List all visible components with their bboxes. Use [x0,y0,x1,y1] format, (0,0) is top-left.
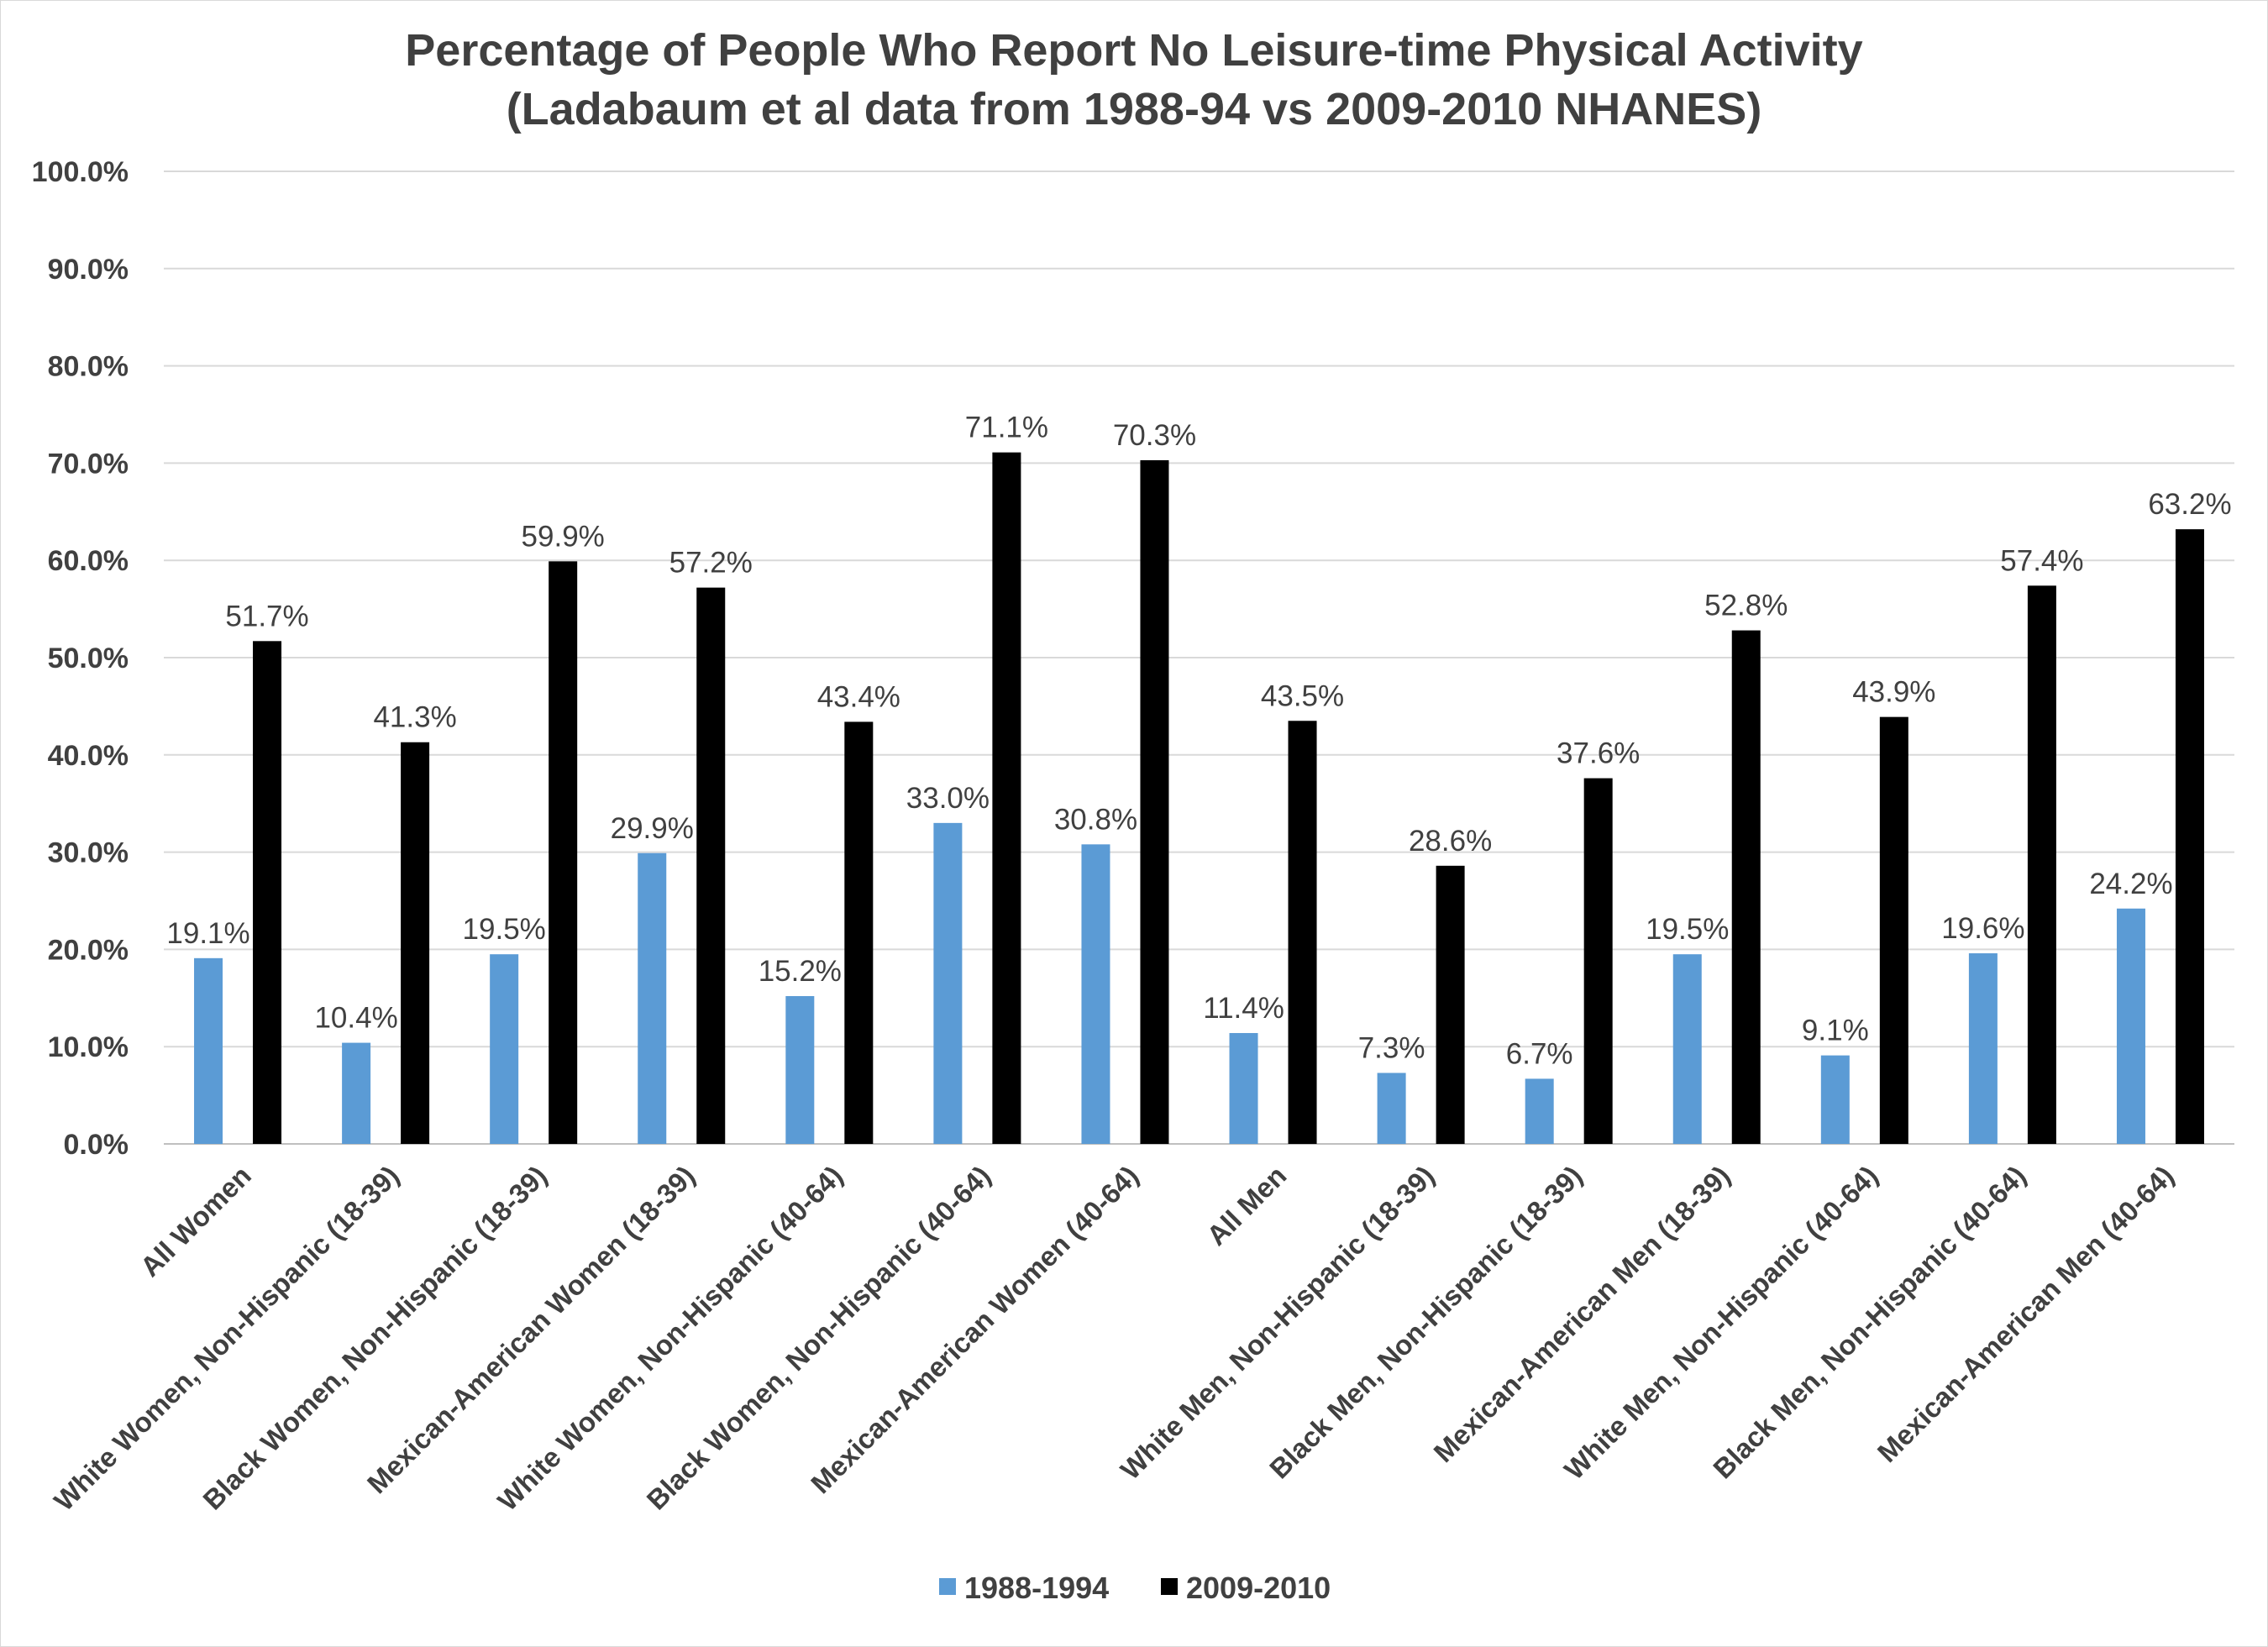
data-label: 71.1% [965,412,1048,444]
data-label: 19.1% [166,917,249,950]
data-label: 24.2% [2089,868,2172,900]
legend-label: 1988-1994 [964,1571,1109,1605]
gridlines [164,170,2234,1145]
bar-1988-1994 [342,1042,371,1144]
bar-1988-1994 [933,822,963,1144]
legend-swatch [1161,1578,1178,1595]
category-label: Mexican-American Women (18-39) [361,1160,701,1499]
bar-2009-2010 [1288,721,1317,1144]
data-label: 57.2% [669,547,753,580]
bar-1988-1994 [1820,1055,1850,1144]
bar-1988-1994 [1525,1078,1554,1144]
bar-1988-1994 [194,957,223,1144]
data-label: 30.8% [1054,803,1137,836]
legend: 1988-1994 2009-2010 [939,1571,1331,1605]
category-label: White Men, Non-Hispanic (18-39) [1115,1160,1441,1486]
bar-1988-1994 [1672,954,1702,1144]
bar-1988-1994 [490,954,519,1144]
data-label: 43.4% [817,680,900,713]
data-label: 70.3% [1113,419,1196,452]
y-tick-label: 70.0% [48,448,129,480]
bar-2009-2010 [1879,716,1908,1144]
data-label: 9.1% [1802,1015,1869,1047]
y-tick-label: 50.0% [48,643,129,674]
category-label: Black Men, Non-Hispanic (40-64) [1707,1160,2032,1485]
category-label: Black Women, Non-Hispanic (40-64) [641,1160,997,1516]
category-label: All Women [134,1160,257,1282]
legend-label: 2009-2010 [1186,1571,1331,1605]
y-tick-label: 90.0% [48,254,129,286]
y-tick-label: 0.0% [64,1129,129,1161]
data-label: 15.2% [759,955,842,988]
bar-2009-2010 [2175,529,2204,1144]
bar-2009-2010 [1583,778,1613,1144]
chart-subtitle: (Ladabaum et al data from 1988-94 vs 200… [507,84,1762,134]
y-tick-label: 10.0% [48,1031,129,1063]
data-label: 57.4% [2000,544,2083,577]
data-label: 63.2% [2148,488,2231,521]
bar-2009-2010 [549,561,578,1144]
data-label: 52.8% [1704,590,1788,622]
bar-1988-1994 [1229,1032,1258,1144]
data-label: 43.5% [1261,679,1344,712]
data-label: 6.7% [1506,1037,1573,1070]
data-label: 41.3% [373,701,456,734]
bar-2009-2010 [2027,585,2056,1144]
y-tick-label: 60.0% [48,545,129,577]
data-label: 10.4% [314,1002,397,1035]
bar-1988-1994 [638,852,667,1144]
category-label: All Men [1200,1160,1292,1251]
y-tick-label: 100.0% [32,156,129,188]
bar-1988-1994 [1081,844,1110,1144]
data-label: 43.9% [1852,676,1935,709]
y-axis-ticks: 0.0% 10.0% 20.0% 30.0% 40.0% 50.0% 60.0% 70.0% 8… [32,156,129,1161]
y-tick-label: 30.0% [48,837,129,869]
category-label: Mexican-American Men (40-64) [1872,1160,2180,1468]
data-label: 29.9% [611,812,694,845]
category-label: Mexican-American Women (40-64) [805,1160,1144,1499]
category-label: White Men, Non-Hispanic (40-64) [1558,1160,1884,1486]
bar-2009-2010 [1731,630,1761,1144]
data-label: 19.6% [1941,912,2024,945]
bar-1988-1994 [1968,953,1998,1144]
data-label: 51.7% [225,600,308,632]
bar-2009-2010 [1436,865,1465,1144]
bar-2009-2010 [1140,459,1169,1144]
y-tick-label: 40.0% [48,740,129,772]
bar-2009-2010 [844,721,874,1144]
data-label: 11.4% [1203,992,1284,1025]
data-label: 59.9% [522,520,605,553]
bar-2009-2010 [992,452,1021,1144]
legend-swatch [939,1578,956,1595]
data-labels: 19.1% 51.7% 10.4% 41.3% 19.5% 59.9% 29.9% 57.2%… [166,412,2231,1071]
data-label: 28.6% [1409,825,1492,858]
category-label: Black Women, Non-Hispanic (18-39) [197,1160,553,1516]
category-label: Mexican-American Men (18-39) [1427,1160,1735,1468]
chart-title: Percentage of People Who Report No Leisu… [405,25,1862,76]
bar-2009-2010 [401,742,430,1144]
bar-2009-2010 [696,587,726,1144]
bar-1988-1994 [2116,908,2145,1144]
data-label: 33.0% [906,782,990,815]
bar-1988-1994 [1377,1073,1406,1144]
data-label: 7.3% [1358,1031,1425,1064]
bar-1988-1994 [785,995,815,1144]
data-label: 19.5% [463,913,546,946]
bars [194,452,2204,1144]
data-label: 19.5% [1646,913,1729,946]
bar-2009-2010 [253,641,282,1144]
category-label: Black Men, Non-Hispanic (18-39) [1263,1160,1588,1485]
y-tick-label: 20.0% [48,934,129,966]
data-label: 37.6% [1557,737,1640,770]
y-tick-label: 80.0% [48,351,129,383]
